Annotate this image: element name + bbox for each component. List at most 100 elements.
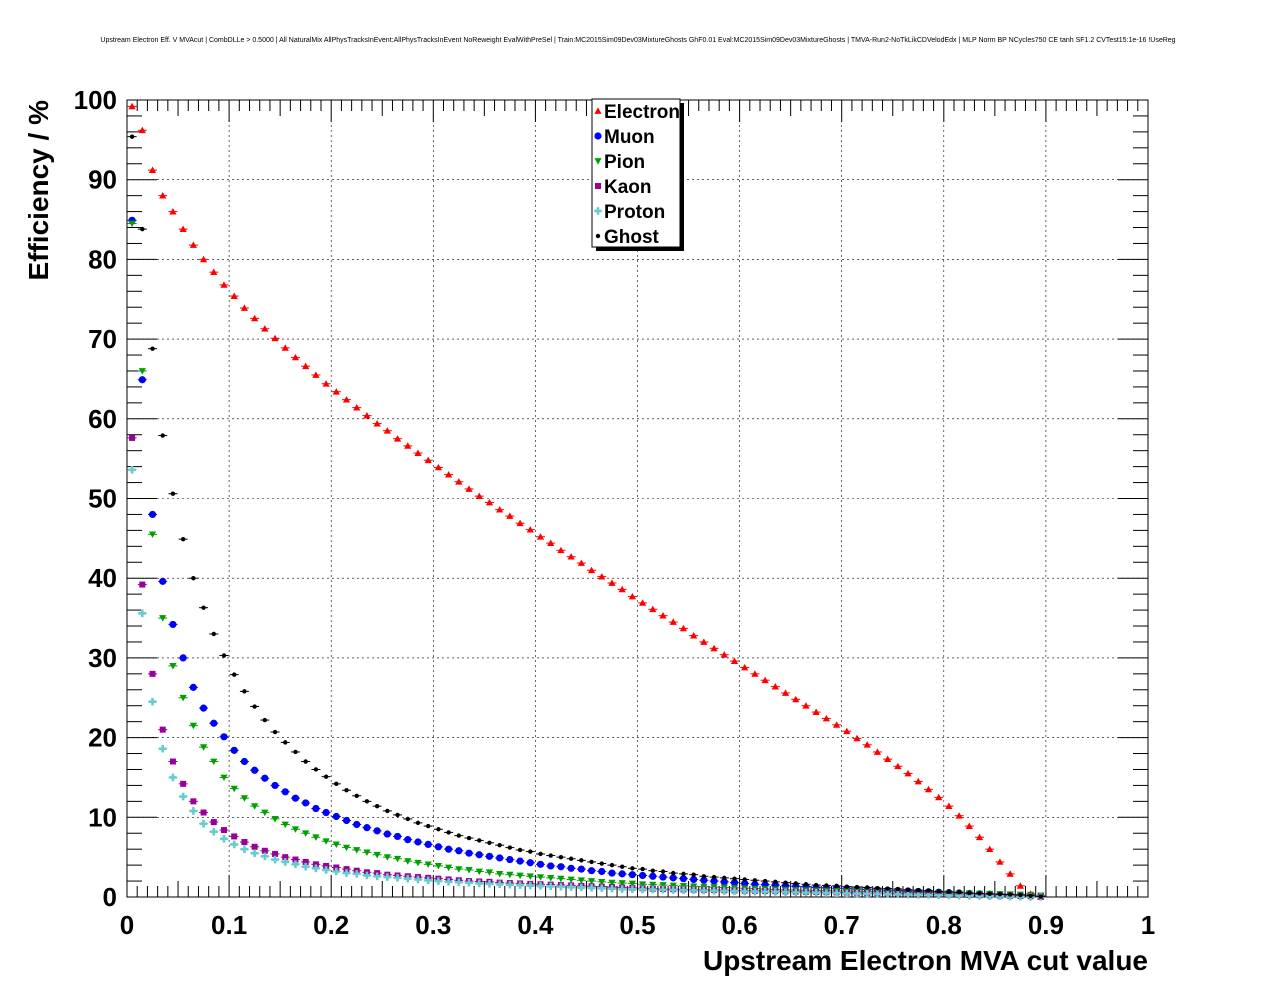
data-point — [191, 576, 196, 581]
data-point — [200, 809, 207, 816]
data-point — [884, 755, 892, 762]
data-point — [873, 748, 882, 755]
data-point — [180, 780, 187, 787]
data-point — [281, 858, 290, 866]
data-point — [148, 166, 157, 174]
data-point — [822, 889, 831, 897]
data-point — [679, 624, 688, 632]
data-point — [916, 888, 921, 893]
data-point — [405, 816, 410, 822]
data-point — [487, 840, 492, 846]
data-point — [579, 858, 584, 863]
data-point — [660, 869, 666, 874]
data-point — [220, 827, 227, 834]
data-point — [608, 884, 616, 893]
data-point — [475, 868, 483, 876]
data-point — [1007, 892, 1013, 897]
data-point — [568, 856, 574, 861]
data-point — [526, 881, 535, 890]
data-point — [404, 858, 412, 865]
data-point — [322, 380, 330, 387]
data-point — [271, 781, 279, 790]
data-point — [220, 733, 228, 741]
data-point — [128, 102, 136, 110]
data-point — [393, 874, 402, 882]
data-point — [577, 883, 586, 892]
data-point — [742, 877, 747, 882]
data-point — [333, 864, 340, 871]
data-point — [393, 832, 402, 841]
legend-label: Electron — [604, 102, 680, 123]
data-point — [220, 281, 228, 288]
data-point — [210, 268, 218, 276]
data-point — [875, 886, 880, 891]
data-point — [536, 874, 545, 881]
data-point — [936, 889, 941, 894]
data-point — [129, 134, 135, 139]
data-point — [179, 792, 187, 801]
data-point — [282, 854, 289, 861]
data-point — [475, 851, 483, 859]
data-point — [180, 536, 186, 542]
data-point — [251, 766, 259, 774]
data-point — [342, 816, 351, 825]
data-point — [700, 876, 708, 884]
data-point — [639, 881, 647, 888]
data-point — [791, 888, 800, 897]
data-point — [424, 876, 432, 885]
data-point — [720, 651, 728, 658]
data-point — [824, 883, 829, 888]
data-point — [373, 851, 381, 859]
data-point — [547, 539, 555, 547]
data-point — [425, 823, 431, 829]
data-point — [771, 888, 780, 896]
data-point — [781, 888, 790, 897]
legend-label: Muon — [604, 127, 655, 148]
data-point — [1006, 870, 1014, 877]
data-point — [618, 585, 626, 593]
data-point — [446, 830, 451, 835]
data-point — [965, 822, 973, 829]
data-point — [730, 879, 739, 887]
data-point — [905, 887, 911, 893]
x-tick-label: 0.6 — [722, 910, 758, 940]
data-point — [415, 820, 421, 826]
data-point — [741, 879, 749, 888]
data-point — [383, 854, 391, 861]
data-point — [701, 874, 707, 879]
data-point — [199, 255, 208, 263]
data-point — [679, 875, 688, 883]
data-point — [618, 870, 626, 878]
data-point — [291, 794, 300, 802]
data-point — [342, 869, 351, 877]
data-point — [650, 868, 656, 873]
y-tick-label: 80 — [88, 244, 117, 274]
data-point — [526, 525, 534, 533]
data-point — [169, 662, 177, 670]
data-point — [914, 777, 922, 785]
data-point — [894, 762, 902, 770]
data-point — [230, 292, 238, 299]
data-point — [189, 807, 198, 815]
data-point — [945, 802, 953, 810]
data-point — [548, 853, 553, 858]
data-point — [261, 852, 269, 861]
legend: Electron Muon Pion Kaon Proton Ghost — [591, 98, 684, 251]
data-point — [955, 812, 963, 819]
data-point — [710, 886, 718, 895]
data-point — [281, 788, 289, 796]
data-point — [812, 888, 820, 897]
data-point — [771, 682, 779, 690]
data-point — [465, 878, 473, 887]
data-point — [373, 872, 381, 881]
data-point — [251, 314, 259, 322]
data-point — [138, 609, 147, 618]
legend-marker — [595, 233, 601, 239]
data-point — [832, 889, 841, 897]
data-point — [352, 870, 361, 878]
data-point — [455, 478, 463, 485]
data-point — [485, 880, 494, 888]
data-point — [434, 863, 443, 870]
data-point — [577, 865, 585, 873]
data-point — [1038, 894, 1043, 899]
